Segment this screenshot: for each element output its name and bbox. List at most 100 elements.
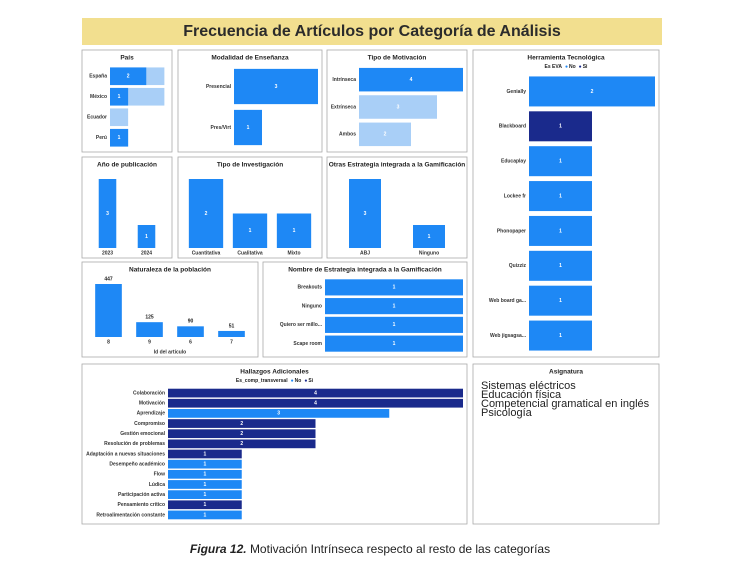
value-label: 3: [364, 211, 367, 217]
value-label: 1: [203, 512, 206, 518]
category-label: Colaboración: [133, 390, 165, 396]
category-label: Web jigsagsa...: [490, 333, 527, 339]
value-label: 4: [314, 390, 317, 396]
word: Educación física: [481, 389, 562, 401]
panel-title: Tipo de Motivación: [368, 55, 427, 62]
panel-title: Tipo de Investigación: [217, 162, 283, 169]
category-label: 2024: [141, 250, 152, 256]
bar: [349, 179, 381, 248]
category-label: Aprendizaje: [137, 411, 166, 417]
legend: Es EVA ●No ●Si: [545, 64, 588, 70]
legend-label: No: [295, 378, 302, 384]
bar: [529, 76, 655, 107]
value-label: 1: [393, 285, 396, 291]
value-label: 1: [247, 125, 250, 131]
category-label: Educaplay: [501, 159, 526, 165]
value-label: 3: [106, 211, 109, 217]
category-label: Flow: [154, 472, 165, 478]
category-label: Adaptación a nuevas situaciones: [86, 451, 165, 457]
category-label: Cuantitativa: [192, 250, 221, 256]
bar: [136, 322, 163, 337]
bar: [188, 179, 224, 248]
bar: [529, 215, 592, 246]
category-label: Blackboard: [499, 124, 526, 130]
bar: [325, 335, 463, 352]
category-label: México: [90, 94, 107, 100]
bar: [234, 109, 262, 146]
category-label: Quizziz: [509, 263, 527, 269]
value-label: 1: [118, 135, 121, 141]
category-label: Pensamiento crítico: [117, 502, 165, 508]
value-label: 1: [249, 228, 252, 234]
bar: [413, 225, 445, 248]
value-label: 2: [591, 89, 594, 95]
value-label: 3: [397, 104, 400, 110]
bar: [359, 122, 411, 147]
value-label: 2: [240, 421, 243, 427]
category-label: Compromiso: [134, 421, 165, 427]
category-label: Ninguno: [419, 250, 439, 256]
category-label: Lockee fr: [504, 193, 526, 199]
category-label: Perú: [96, 135, 107, 141]
legend: Es_comp_transversal ●No ●Si: [236, 378, 314, 384]
category-label: Genially: [507, 89, 527, 95]
bar: [218, 330, 245, 337]
panel-title: País: [120, 55, 134, 62]
value-label: 1: [203, 461, 206, 467]
panel-title: Asignatura: [549, 369, 583, 376]
bar: [168, 459, 242, 469]
legend-marker: ●: [291, 378, 294, 384]
x-axis-title: Id del artículo: [154, 349, 187, 355]
category-label: ABJ: [360, 250, 370, 256]
panel-title: Hallazgos Adicionales: [240, 369, 309, 376]
category-label: Resolución de problemas: [104, 441, 165, 447]
category-label: Web board ga...: [489, 298, 527, 304]
category-label: Scape room: [293, 341, 322, 347]
bar: [276, 213, 312, 248]
value-label: 1: [559, 298, 562, 304]
category-label: 2023: [102, 250, 113, 256]
bar: [359, 67, 463, 92]
bar: [529, 285, 592, 316]
legend-marker: ●: [579, 64, 582, 70]
legend-title: Es_comp_transversal: [236, 378, 288, 384]
word: Psicología: [481, 407, 533, 419]
bar: [110, 87, 129, 106]
value-label: 2: [384, 132, 387, 138]
value-label: 1: [559, 333, 562, 339]
bar: [325, 298, 463, 315]
category-label: Retroalimentación constante: [96, 512, 165, 518]
bar: [232, 213, 268, 248]
value-label: 1: [393, 322, 396, 328]
category-label: Extrínseca: [331, 104, 357, 110]
value-label: 1: [559, 228, 562, 234]
category-label: Ecuador: [87, 115, 107, 121]
bar: [168, 449, 242, 459]
value-label: 2: [127, 74, 130, 80]
word: Sistemas eléctricos: [481, 380, 576, 392]
category-label: España: [89, 74, 107, 80]
value-label: 3: [275, 84, 278, 90]
value-label: 1: [393, 303, 396, 309]
panel-title: Otras Estrategia integrada a la Gamifica…: [329, 162, 466, 169]
dashboard-title: Frecuencia de Artículos por Categoría de…: [183, 23, 561, 40]
caption-label: Figura 12.: [190, 542, 247, 556]
bar: [325, 316, 463, 333]
panel-title: Herramienta Tecnológica: [527, 55, 605, 62]
bar: [98, 179, 117, 248]
bar: [110, 128, 129, 147]
panel-title: Modalidad de Enseñanza: [211, 55, 289, 62]
panel-title: Nombre de Estrategia integrada a la Gami…: [288, 267, 442, 274]
legend-marker: ●: [304, 378, 307, 384]
value-label: 3: [277, 411, 280, 417]
category-label: Breakouts: [298, 285, 323, 291]
bar: [359, 95, 437, 119]
category-label: Lúdica: [149, 482, 165, 488]
value-label: 1: [203, 451, 206, 457]
category-label: 7: [230, 339, 233, 345]
value-label: 1: [559, 159, 562, 165]
category-label: Participación activa: [118, 492, 165, 498]
legend-marker: ●: [565, 64, 568, 70]
category-label: 8: [107, 339, 110, 345]
